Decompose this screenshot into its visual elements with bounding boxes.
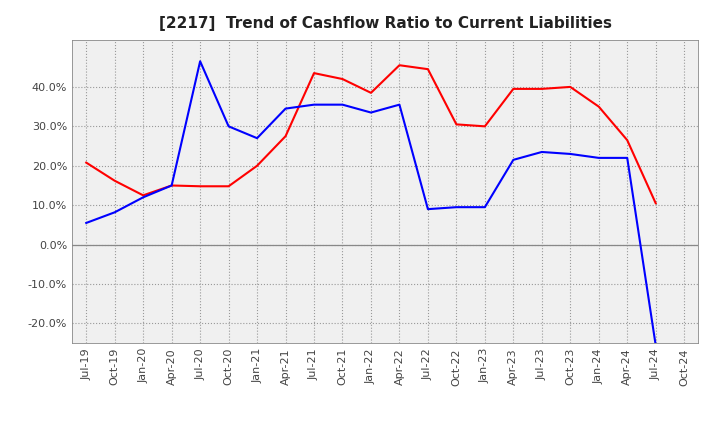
Operating CF to Current Liabilities [595,104,603,109]
Free CF to Current Liabilities [537,149,546,154]
Free CF to Current Liabilities [595,155,603,161]
Operating CF to Current Liabilities [366,90,375,95]
Operating CF to Current Liabilities [225,183,233,189]
Operating CF to Current Liabilities [110,178,119,183]
Operating CF to Current Liabilities [395,62,404,68]
Free CF to Current Liabilities [282,106,290,111]
Operating CF to Current Liabilities [282,134,290,139]
Operating CF to Current Liabilities [338,77,347,82]
Operating CF to Current Liabilities [196,183,204,189]
Title: [2217]  Trend of Cashflow Ratio to Current Liabilities: [2217] Trend of Cashflow Ratio to Curren… [158,16,612,32]
Line: Free CF to Current Liabilities: Free CF to Current Liabilities [86,61,656,345]
Free CF to Current Liabilities [480,205,489,210]
Free CF to Current Liabilities [110,209,119,215]
Free CF to Current Liabilities [139,194,148,200]
Operating CF to Current Liabilities [167,183,176,188]
Free CF to Current Liabilities [338,102,347,107]
Operating CF to Current Liabilities [537,86,546,92]
Free CF to Current Liabilities [509,157,518,162]
Operating CF to Current Liabilities [423,66,432,72]
Operating CF to Current Liabilities [253,163,261,169]
Operating CF to Current Liabilities [452,122,461,127]
Free CF to Current Liabilities [196,59,204,64]
Operating CF to Current Liabilities [82,160,91,165]
Free CF to Current Liabilities [652,342,660,348]
Free CF to Current Liabilities [82,220,91,226]
Operating CF to Current Liabilities [139,193,148,198]
Line: Operating CF to Current Liabilities: Operating CF to Current Liabilities [86,65,656,203]
Free CF to Current Liabilities [310,102,318,107]
Free CF to Current Liabilities [253,136,261,141]
Operating CF to Current Liabilities [566,84,575,90]
Free CF to Current Liabilities [366,110,375,115]
Free CF to Current Liabilities [167,183,176,188]
Free CF to Current Liabilities [623,155,631,161]
Operating CF to Current Liabilities [652,201,660,206]
Operating CF to Current Liabilities [509,86,518,92]
Free CF to Current Liabilities [452,205,461,210]
Operating CF to Current Liabilities [480,124,489,129]
Free CF to Current Liabilities [225,124,233,129]
Free CF to Current Liabilities [395,102,404,107]
Operating CF to Current Liabilities [623,138,631,143]
Free CF to Current Liabilities [566,151,575,157]
Operating CF to Current Liabilities [310,70,318,76]
Free CF to Current Liabilities [423,206,432,212]
